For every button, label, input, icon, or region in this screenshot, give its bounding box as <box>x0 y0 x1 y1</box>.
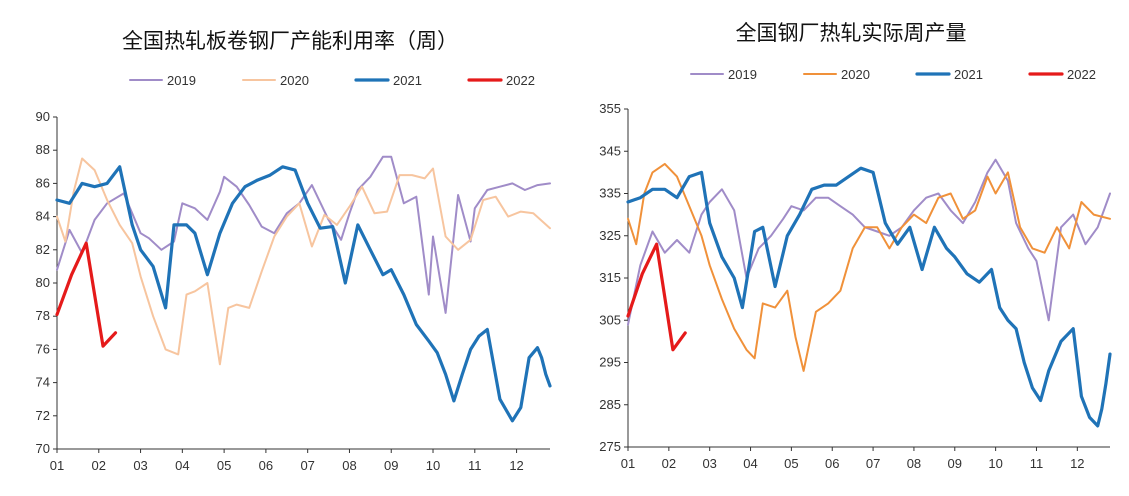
x-axis: 01 02 03 04 05 06 07 08 09 10 11 12 <box>50 448 550 473</box>
legend: 2019 2020 2021 2022 <box>129 73 535 88</box>
y-tick-label: 345 <box>599 143 621 158</box>
series-line-2020 <box>56 157 551 366</box>
y-tick-label: 285 <box>599 397 621 412</box>
y-axis: 355 345 335 325 315 305 295 285 275 <box>599 101 629 454</box>
y-tick-label: 335 <box>599 186 621 201</box>
y-tick-label: 315 <box>599 270 621 285</box>
legend-label-2021: 2021 <box>393 73 422 88</box>
x-tick-label: 08 <box>907 456 921 471</box>
y-tick-label: 76 <box>36 341 50 356</box>
x-tick-label: 04 <box>175 458 189 473</box>
x-tick-label: 07 <box>866 456 880 471</box>
x-tick-label: 06 <box>825 456 839 471</box>
legend-label-2020: 2020 <box>280 73 309 88</box>
series-line-2019 <box>627 158 1111 326</box>
legend-label-2022: 2022 <box>506 73 535 88</box>
chart-title: 全国钢厂热轧实际周产量 <box>736 21 967 45</box>
legend-label-2021: 2021 <box>954 67 983 82</box>
legend: 2019 2020 2021 2022 <box>690 67 1096 82</box>
x-tick-label: 02 <box>662 456 676 471</box>
x-tick-label: 07 <box>300 458 314 473</box>
y-tick-label: 80 <box>36 275 50 290</box>
y-tick-label: 325 <box>599 228 621 243</box>
series-line-2021 <box>626 166 1112 428</box>
y-tick-label: 86 <box>36 175 50 190</box>
plot-series <box>626 158 1112 428</box>
x-tick-label: 05 <box>784 456 798 471</box>
x-tick-label: 03 <box>133 458 147 473</box>
y-tick-label: 78 <box>36 308 50 323</box>
y-tick-label: 70 <box>36 441 50 456</box>
series-line-2022 <box>626 242 687 352</box>
x-tick-label: 10 <box>426 458 440 473</box>
x-tick-label: 06 <box>259 458 273 473</box>
x-tick-label: 02 <box>92 458 106 473</box>
x-tick-label: 09 <box>384 458 398 473</box>
x-tick-label: 01 <box>621 456 635 471</box>
series-line-2020 <box>627 162 1111 372</box>
x-tick-label: 10 <box>988 456 1002 471</box>
y-tick-label: 82 <box>36 242 50 257</box>
y-tick-label: 90 <box>36 109 50 124</box>
y-tick-label: 84 <box>36 209 50 224</box>
x-tick-label: 05 <box>217 458 231 473</box>
legend-label-2019: 2019 <box>167 73 196 88</box>
y-tick-label: 72 <box>36 408 50 423</box>
x-tick-label: 09 <box>948 456 962 471</box>
plot-series <box>55 155 552 423</box>
y-tick-label: 88 <box>36 142 50 157</box>
x-tick-label: 11 <box>1030 456 1044 471</box>
x-tick-label: 11 <box>468 458 482 473</box>
y-tick-label: 74 <box>36 375 50 390</box>
legend-label-2022: 2022 <box>1067 67 1096 82</box>
y-tick-label: 275 <box>599 439 621 454</box>
chart-capacity-utilization: 全国热轧板卷钢厂产能利用率（周） 2019 2020 2021 2022 90 88 86… <box>36 29 552 473</box>
x-tick-label: 12 <box>509 458 523 473</box>
x-tick-label: 08 <box>342 458 356 473</box>
y-axis: 90 88 86 84 82 80 78 76 74 72 70 <box>36 109 58 456</box>
legend-label-2019: 2019 <box>728 67 757 82</box>
y-tick-label: 305 <box>599 312 621 327</box>
series-line-2021 <box>55 165 552 423</box>
series-line-2022 <box>55 241 118 348</box>
x-tick-label: 12 <box>1070 456 1084 471</box>
chart-title: 全国热轧板卷钢厂产能利用率（周） <box>122 29 458 53</box>
x-tick-label: 03 <box>702 456 716 471</box>
x-tick-label: 04 <box>743 456 757 471</box>
x-tick-label: 01 <box>50 458 64 473</box>
y-tick-label: 355 <box>599 101 621 116</box>
x-axis: 01 02 03 04 05 06 07 08 09 10 11 12 <box>621 446 1110 471</box>
series-line-2019 <box>56 155 551 314</box>
legend-label-2020: 2020 <box>841 67 870 82</box>
y-tick-label: 295 <box>599 355 621 370</box>
chart-weekly-output: 全国钢厂热轧实际周产量 2019 2020 2021 2022 355 345 335 32… <box>599 21 1112 471</box>
